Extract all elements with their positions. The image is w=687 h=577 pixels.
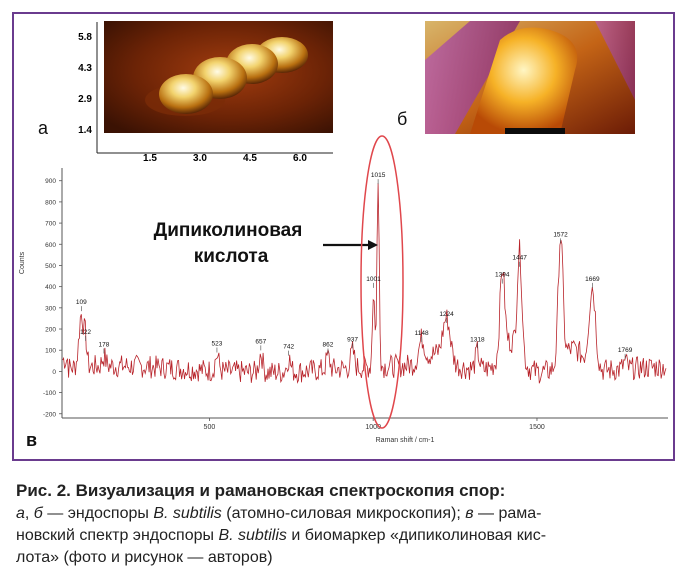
peak-label-1148: 1148 xyxy=(415,330,429,337)
afm-x-tick: 1.5 xyxy=(143,153,157,164)
peak-label-1669: 1669 xyxy=(585,276,600,283)
y-tick-label: 0 xyxy=(52,369,56,376)
caption-text: (атомно-силовая микроскопия); xyxy=(221,505,466,522)
y-tick-label: 300 xyxy=(45,305,56,312)
y-tick-label: 500 xyxy=(45,263,56,270)
caption-text: — рама- xyxy=(473,505,542,522)
caption-text: лота» (фото и рисунок — авторов) xyxy=(16,549,273,566)
y-tick-label: 100 xyxy=(45,348,56,355)
highlight-ellipse xyxy=(360,135,404,429)
peak-label-122: 122 xyxy=(80,329,91,336)
peak-label-1394: 1394 xyxy=(495,272,510,279)
peak-label-1001: 1001 xyxy=(366,276,381,283)
caption-text: и биомаркер «дипиколиновая кис- xyxy=(286,527,547,544)
x-axis-label: Raman shift / cm-1 xyxy=(376,437,435,444)
y-tick-label: 700 xyxy=(45,221,56,228)
peak-label-1015: 1015 xyxy=(371,172,386,179)
y-tick-label: 600 xyxy=(45,242,56,249)
y-tick-label: -200 xyxy=(43,411,56,418)
x-tick-label: 1000 xyxy=(365,424,381,431)
annotation-arrow xyxy=(323,240,378,250)
afm-x-tick: 3.0 xyxy=(193,153,207,164)
afm-x-tick: 4.5 xyxy=(243,153,257,164)
peak-label-178: 178 xyxy=(98,342,109,349)
peak-label-1224: 1224 xyxy=(439,311,454,318)
peak-label-523: 523 xyxy=(212,341,223,348)
afm-image-a xyxy=(104,21,333,133)
peak-label-1447: 1447 xyxy=(512,255,527,262)
peak-label-1769: 1769 xyxy=(618,347,633,354)
raman-chart: -200 -100 0 100 200 300 400 500 600 700 800 900 500 1… xyxy=(19,168,668,444)
annotation-line1: Дипиколиновая xyxy=(154,220,303,241)
caption-title: Рис. 2. Визуализация и рамановская спект… xyxy=(16,481,506,500)
peak-label-1318: 1318 xyxy=(470,336,485,343)
caption-text: новский спектр эндоспоры xyxy=(16,527,219,544)
y-axis-label: Counts xyxy=(19,251,26,274)
panel-label-a: а xyxy=(38,118,49,138)
afm-axes xyxy=(96,22,333,154)
peak-label-1572: 1572 xyxy=(553,231,568,238)
x-tick-label: 500 xyxy=(204,424,216,431)
peak-label-742: 742 xyxy=(283,344,294,351)
caption-sep: , xyxy=(24,505,34,522)
annotation-line2: кислота xyxy=(194,246,269,267)
y-tick-label: -100 xyxy=(43,390,56,397)
afm-x-tick: 6.0 xyxy=(293,153,307,164)
panel-label-b: б xyxy=(397,109,407,129)
afm-image-b xyxy=(425,21,635,135)
peak-label-657: 657 xyxy=(255,338,266,345)
peak-label-937: 937 xyxy=(347,336,358,343)
peak-label-109: 109 xyxy=(76,299,87,306)
figure-canvas: 5.8 4.3 2.9 1.4 1.5 3.0 4.5 6.0 а б -200… xyxy=(19,21,668,450)
caption-a: а xyxy=(16,505,25,522)
peak-label-862: 862 xyxy=(323,342,334,349)
afm-y-tick: 2.9 xyxy=(78,94,92,105)
afm-y-tick: 4.3 xyxy=(78,63,92,74)
caption-species: B. subtilis xyxy=(153,505,222,522)
y-tick-label: 800 xyxy=(45,199,56,206)
caption-species: B. subtilis xyxy=(218,527,287,544)
afm-y-tick: 1.4 xyxy=(78,125,92,136)
figure-caption: Рис. 2. Визуализация и рамановская спект… xyxy=(16,480,678,569)
afm-y-tick: 5.8 xyxy=(78,32,92,43)
y-tick-label: 900 xyxy=(45,178,56,185)
y-tick-label: 400 xyxy=(45,284,56,291)
caption-body: а, б — эндоспоры B. subtilis (атомно-сил… xyxy=(16,503,678,569)
y-tick-label: 200 xyxy=(45,327,56,334)
caption-b: б xyxy=(33,505,43,522)
caption-c: в xyxy=(465,505,474,522)
caption-text: — эндоспоры xyxy=(42,505,154,522)
panel-label-c: в xyxy=(26,430,37,450)
x-tick-label: 1500 xyxy=(529,424,545,431)
